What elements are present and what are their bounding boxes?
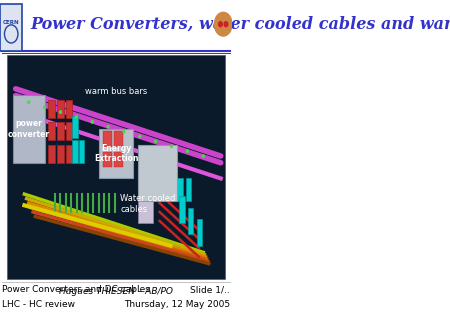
Circle shape	[91, 120, 93, 123]
Circle shape	[123, 130, 125, 133]
Circle shape	[28, 101, 30, 104]
Text: warm bus bars: warm bus bars	[85, 86, 147, 95]
Circle shape	[171, 145, 172, 148]
Text: CERN: CERN	[3, 20, 19, 25]
Bar	[114, 152, 122, 167]
Bar	[72, 140, 78, 163]
FancyBboxPatch shape	[0, 4, 22, 51]
Circle shape	[76, 116, 77, 118]
Circle shape	[214, 12, 232, 36]
Circle shape	[219, 22, 222, 27]
Bar	[197, 219, 202, 246]
Bar	[114, 131, 122, 147]
Text: power
converter: power converter	[8, 119, 50, 139]
Bar	[103, 131, 112, 147]
Bar	[57, 145, 63, 163]
Bar	[138, 201, 153, 223]
Circle shape	[202, 155, 204, 157]
Bar	[49, 122, 55, 140]
Text: LHC - HC review: LHC - HC review	[2, 300, 75, 309]
Bar	[188, 207, 194, 234]
Circle shape	[186, 150, 189, 152]
Bar	[66, 122, 72, 140]
Text: Power Converters and DC cables: Power Converters and DC cables	[2, 285, 150, 295]
Circle shape	[139, 135, 141, 138]
Text: Energy
Extraction: Energy Extraction	[94, 144, 138, 163]
Bar	[99, 129, 134, 178]
Bar	[138, 145, 177, 201]
Text: Slide 1/..: Slide 1/..	[190, 285, 230, 295]
Text: Hugues THIESEN – AB/PO: Hugues THIESEN – AB/PO	[59, 287, 173, 296]
Bar	[66, 145, 72, 163]
Circle shape	[155, 140, 157, 143]
Bar	[103, 152, 112, 167]
Circle shape	[107, 125, 109, 128]
Bar	[49, 145, 55, 163]
Circle shape	[59, 111, 62, 113]
Bar	[57, 100, 63, 118]
Text: Power Converters, water cooled cables and warm bus bars: Power Converters, water cooled cables an…	[30, 16, 450, 33]
Bar	[79, 140, 85, 163]
Bar	[49, 100, 55, 118]
Bar	[7, 55, 225, 279]
Bar	[57, 122, 63, 140]
Text: Water cooled
cables: Water cooled cables	[121, 194, 176, 213]
Circle shape	[44, 106, 45, 108]
Bar	[66, 100, 72, 118]
Text: Thursday, 12 May 2005: Thursday, 12 May 2005	[124, 300, 230, 309]
Bar	[186, 178, 191, 201]
Circle shape	[224, 22, 228, 27]
Bar	[177, 178, 183, 201]
FancyBboxPatch shape	[13, 95, 45, 163]
Bar	[179, 196, 185, 223]
Bar	[72, 116, 78, 138]
